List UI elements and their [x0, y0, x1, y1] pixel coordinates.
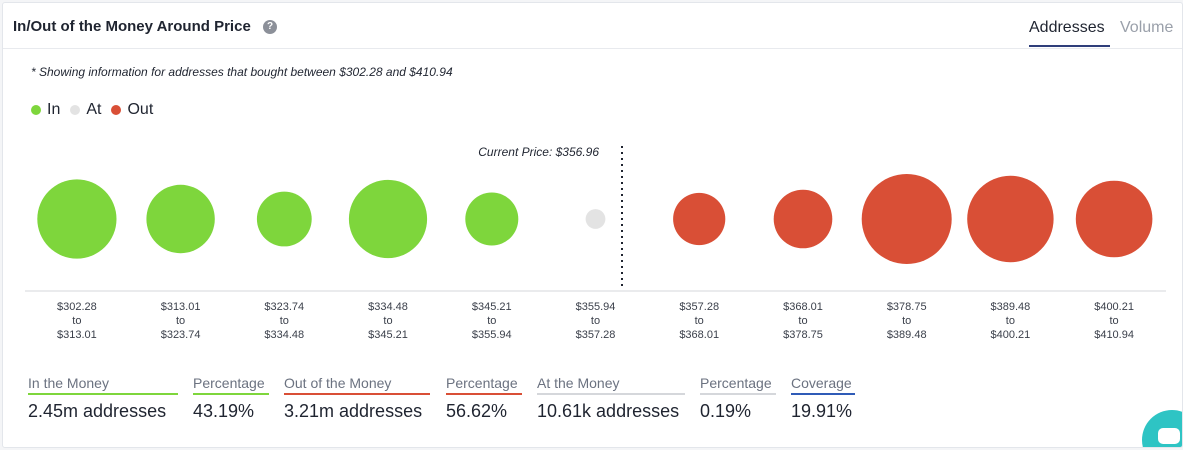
tick-label: $400.21 [991, 329, 1031, 341]
tick-label: $389.48 [991, 301, 1031, 313]
summary-value: 56.62% [446, 401, 508, 421]
summary-item: Percentage 43.19% [193, 375, 269, 422]
legend: In At Out [31, 101, 163, 119]
tick-label: to [695, 315, 704, 327]
summary-label: Percentage [193, 375, 269, 395]
tick-label: $313.01 [57, 329, 97, 341]
bubble-in[interactable] [146, 184, 215, 254]
summary-item: Percentage 56.62% [446, 375, 522, 422]
tick-label: $389.48 [887, 329, 927, 341]
tick-label: $334.48 [368, 301, 408, 313]
summary-label: Percentage [700, 375, 776, 395]
bubble-chart: Current Price: $356.96 $302.28 to $313.01 $… [25, 145, 1166, 341]
tick-label: $345.21 [368, 329, 408, 341]
summary-item: Out of the Money 3.21m addresses [284, 375, 430, 422]
tick-label: $355.94 [472, 329, 512, 341]
tick-label: to [798, 315, 807, 327]
bubble-out[interactable] [861, 174, 952, 264]
tab-volume[interactable]: Volume [1120, 19, 1174, 36]
active-tab-indicator [1029, 45, 1110, 47]
legend-item-out[interactable]: Out [111, 101, 153, 119]
summary-item: At the Money 10.61k addresses [537, 375, 685, 422]
tick-label: to [72, 315, 81, 327]
summary-item: Coverage 19.91% [791, 375, 855, 422]
summary-label: Out of the Money [284, 375, 430, 395]
tick-label: $323.74 [264, 301, 304, 313]
summary-item: In the Money 2.45m addresses [28, 375, 178, 422]
legend-item-in[interactable]: In [31, 101, 60, 119]
summary-value: 0.19% [700, 401, 752, 421]
summary-label: Coverage [791, 375, 855, 395]
legend-dot-in [31, 105, 41, 115]
tick-label: $334.48 [264, 329, 304, 341]
tick-label: to [1110, 315, 1119, 327]
legend-dot-at [70, 105, 81, 115]
tick-label: $302.28 [57, 301, 97, 313]
card-title: In/Out of the Money Around Price [13, 18, 251, 35]
tick-label: $368.01 [783, 301, 823, 313]
tick-label: $410.94 [1094, 329, 1134, 341]
chat-icon [1158, 428, 1180, 444]
summary-value: 19.91% [791, 401, 853, 421]
tick-label: to [591, 315, 600, 327]
legend-label-in: In [47, 101, 61, 118]
tick-label: $345.21 [472, 301, 512, 313]
summary-label: Percentage [446, 375, 522, 395]
tick-label: $323.74 [161, 329, 201, 341]
summary-value: 10.61k addresses [537, 401, 680, 421]
legend-label-at: At [86, 101, 102, 118]
card-header: In/Out of the Money Around Price ? Addre… [3, 3, 1182, 49]
tick-label: $378.75 [783, 329, 823, 341]
info-note: * Showing information for addresses that… [31, 65, 453, 79]
tick-label: $378.75 [887, 301, 927, 313]
bubble-in[interactable] [37, 179, 117, 259]
tick-label: to [280, 315, 289, 327]
tick-label: $313.01 [161, 301, 201, 313]
summary-value: 2.45m addresses [28, 401, 167, 421]
tick-label: to [383, 315, 392, 327]
summary-label: At the Money [537, 375, 685, 395]
legend-item-at[interactable]: At [70, 101, 101, 119]
summary-value: 43.19% [193, 401, 255, 421]
summary-label: In the Money [28, 375, 178, 395]
tick-label: to [487, 315, 496, 327]
bubble-in[interactable] [465, 192, 519, 246]
tick-label: to [902, 315, 911, 327]
tab-addresses[interactable]: Addresses [1029, 19, 1105, 36]
tick-label: to [176, 315, 185, 327]
summary-value: 3.21m addresses [284, 401, 423, 421]
summary-item: Percentage 0.19% [700, 375, 776, 422]
legend-label-out: Out [127, 101, 154, 118]
tick-label: to [1006, 315, 1015, 327]
bubble-at[interactable] [585, 209, 606, 229]
tick-label: $357.28 [679, 301, 719, 313]
tick-label: $400.21 [1094, 301, 1134, 313]
current-price-label: Current Price: $356.96 [478, 145, 599, 159]
chat-button[interactable] [1142, 410, 1182, 447]
bubble-in[interactable] [348, 179, 428, 259]
bubble-out[interactable] [1075, 180, 1153, 258]
tick-label: $357.28 [576, 329, 616, 341]
bubble-out[interactable] [773, 189, 833, 249]
legend-dot-out [111, 105, 122, 115]
bubble-in[interactable] [256, 191, 312, 247]
help-icon[interactable]: ? [263, 20, 277, 34]
tick-label: $355.94 [576, 301, 616, 313]
bubble-out[interactable] [673, 192, 726, 246]
bubble-out[interactable] [967, 175, 1054, 263]
tick-label: $368.01 [679, 329, 719, 341]
